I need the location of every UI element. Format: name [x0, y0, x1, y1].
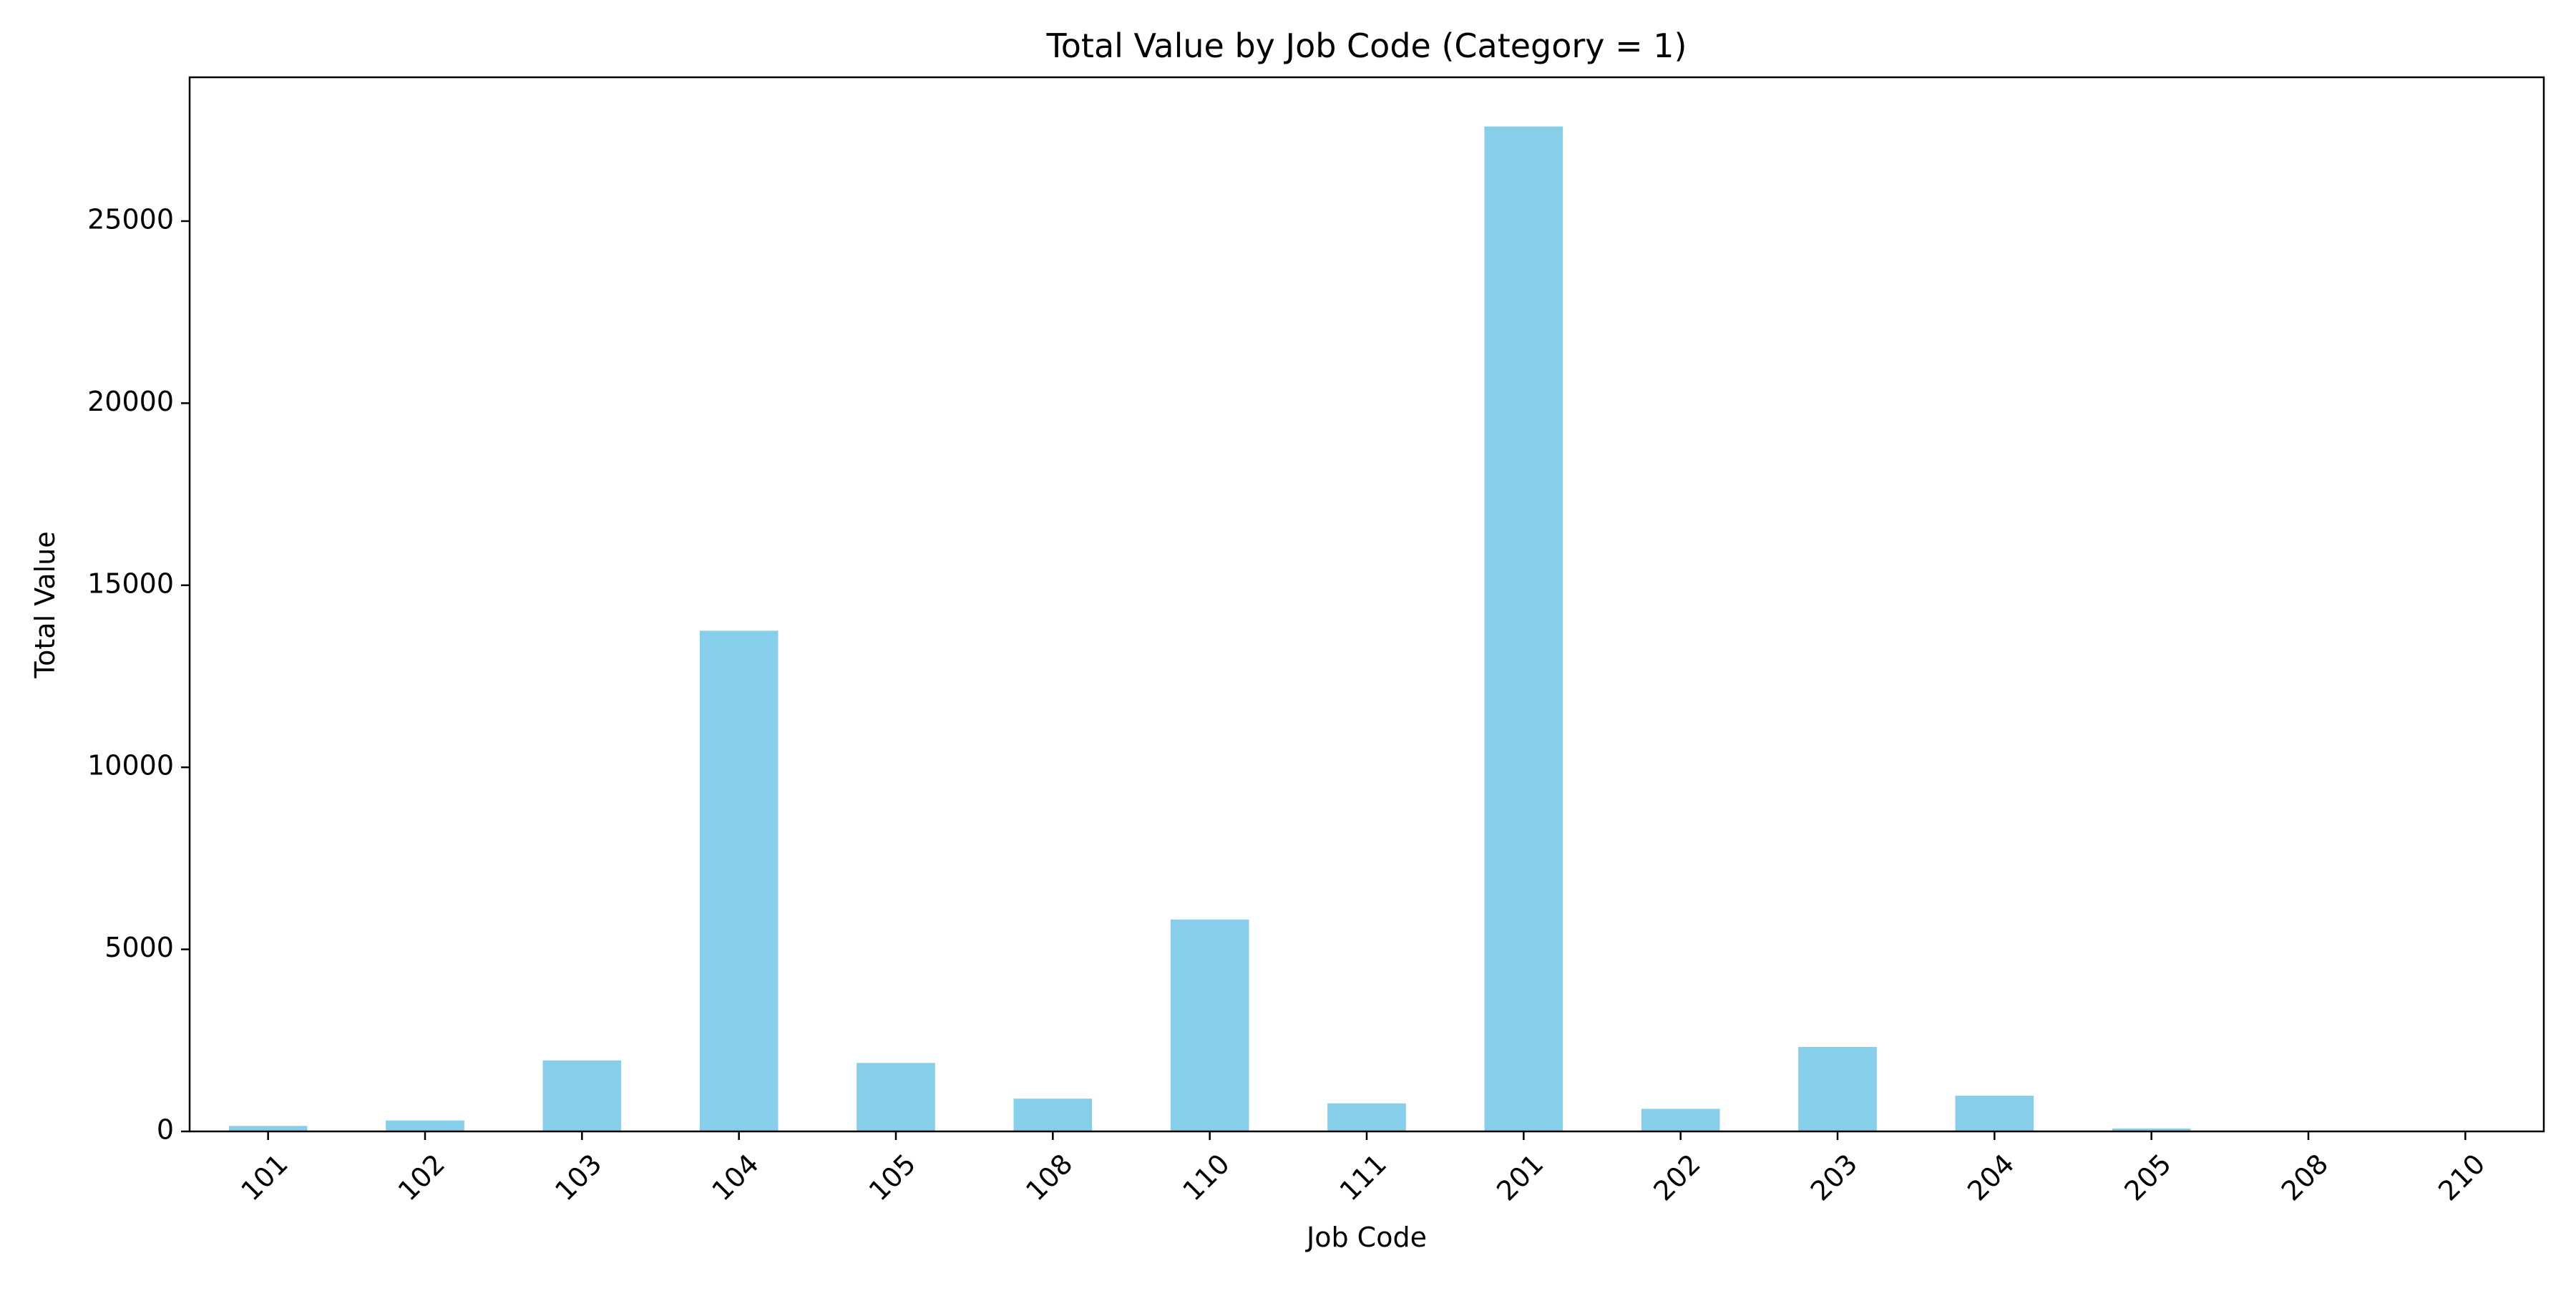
x-tick-label: 103 [549, 1148, 608, 1207]
x-tick-label: 201 [1491, 1148, 1549, 1207]
y-tick-label: 5000 [104, 932, 174, 963]
bar-201 [1485, 127, 1563, 1131]
bar-202 [1641, 1109, 1720, 1131]
y-axis-label: Total Value [29, 531, 61, 678]
x-tick-label: 205 [2118, 1148, 2177, 1207]
y-tick-label: 10000 [87, 750, 174, 781]
x-tick-label: 104 [706, 1148, 764, 1207]
bar-105 [857, 1063, 935, 1131]
plot-frame [190, 77, 2544, 1131]
x-tick-label: 110 [1176, 1148, 1235, 1207]
y-tick-label: 25000 [87, 203, 174, 235]
bar-108 [1014, 1098, 1093, 1131]
y-tick-label: 20000 [87, 386, 174, 417]
bar-104 [700, 630, 779, 1131]
y-tick-label: 0 [157, 1114, 174, 1146]
bar-111 [1327, 1104, 1406, 1131]
bar-110 [1171, 920, 1249, 1131]
x-axis-label: Job Code [1305, 1222, 1427, 1253]
x-tick-label: 101 [235, 1148, 293, 1207]
bar-204 [1956, 1096, 2034, 1131]
x-axis-ticks: 101 102 103 104 105 108 110 111 201 202 203 204 205 2… [235, 1131, 2491, 1207]
x-tick-label: 210 [2432, 1148, 2491, 1207]
bar-203 [1798, 1047, 1877, 1131]
x-tick-label: 102 [392, 1148, 451, 1207]
bar-103 [543, 1061, 622, 1131]
chart-title: Total Value by Job Code (Category = 1) [1045, 26, 1687, 65]
x-tick-label: 111 [1334, 1148, 1392, 1207]
x-tick-label: 204 [1961, 1148, 2020, 1207]
x-tick-label: 105 [863, 1148, 922, 1207]
y-tick-label: 15000 [87, 567, 174, 599]
bar-102 [386, 1121, 464, 1131]
x-tick-label: 202 [1647, 1148, 1706, 1207]
y-axis-ticks: 0 5000 10000 15000 20000 25000 [87, 203, 190, 1145]
x-tick-label: 203 [1805, 1148, 1863, 1207]
x-tick-label: 108 [1020, 1148, 1078, 1207]
x-tick-label: 208 [2275, 1148, 2334, 1207]
bars-layer [229, 127, 2504, 1131]
